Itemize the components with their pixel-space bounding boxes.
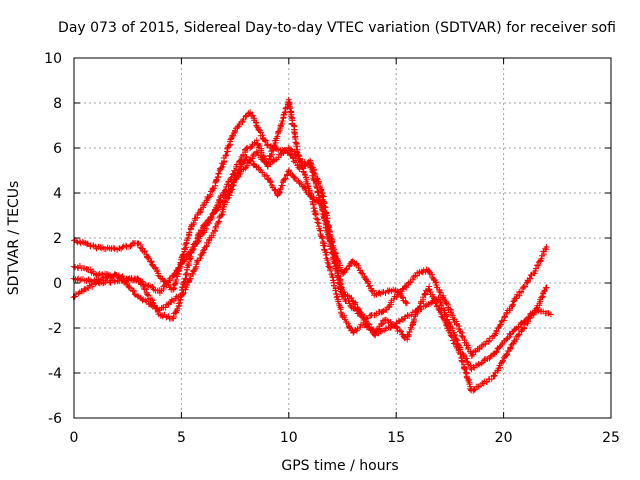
x-tick-label: 15: [387, 430, 405, 446]
y-tick-label: 6: [53, 141, 62, 157]
data-markers: [70, 96, 554, 394]
x-tick-label: 25: [602, 430, 620, 446]
x-axis-label: GPS time / hours: [281, 458, 398, 474]
y-tick-label: -4: [48, 366, 62, 382]
y-tick-label: 10: [44, 51, 62, 67]
x-tick-label: 20: [495, 430, 513, 446]
chart-title: Day 073 of 2015, Sidereal Day-to-day VTE…: [58, 20, 616, 36]
y-tick-label: -2: [48, 321, 62, 337]
y-tick-label: -6: [48, 411, 62, 427]
x-tick-label: 10: [280, 430, 298, 446]
series-track-4: [70, 144, 550, 394]
y-tick-label: 4: [53, 186, 62, 202]
x-tick-label: 5: [177, 430, 186, 446]
axis-ticks: 0 5 10 15 20 25 -6 -4 -2 0 2 4 6 8 10: [44, 51, 620, 446]
y-axis-label: SDTVAR / TECUs: [6, 181, 22, 296]
grid-lines: [74, 58, 611, 418]
marker-trace-track-4: [70, 144, 550, 394]
x-tick-label: 0: [70, 430, 79, 446]
y-tick-label: 0: [53, 276, 62, 292]
marker-trace-track-2: [70, 96, 550, 359]
y-tick-label: 8: [53, 96, 62, 112]
series-track-3: [70, 153, 554, 373]
marker-trace-track-3: [70, 153, 554, 373]
y-tick-label: 2: [53, 231, 62, 247]
series-track-2: [70, 96, 550, 359]
